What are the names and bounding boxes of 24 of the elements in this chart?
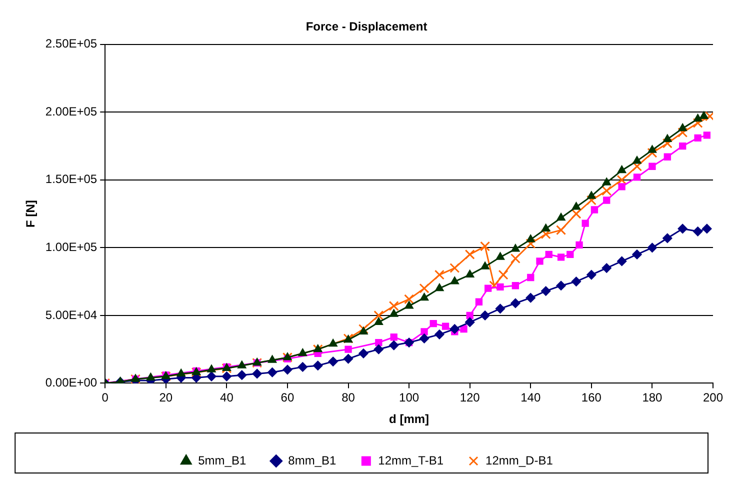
- y-tick-label: 1.00E+05: [45, 240, 98, 254]
- x-tick-label: 180: [642, 390, 663, 405]
- x-tick-label: 40: [220, 390, 234, 405]
- x-tick-label: 140: [520, 390, 541, 405]
- y-tick-label: 1.50E+05: [45, 172, 98, 186]
- legend-label: 12mm_D-B1: [486, 453, 554, 468]
- legend-label: 12mm_T-B1: [378, 453, 444, 468]
- x-axis-title: d [mm]: [389, 412, 430, 426]
- legend-label: 5mm_B1: [198, 453, 246, 468]
- y-tick-label: 2.00E+05: [45, 104, 98, 118]
- y-tick-label: 2.50E+05: [45, 36, 98, 51]
- y-axis-title: F [N]: [24, 200, 38, 228]
- legend-label: 8mm_B1: [288, 453, 336, 468]
- y-tick-label: 5.00E+04: [45, 308, 98, 322]
- x-tick-label: 0: [102, 390, 109, 405]
- x-tick-label: 200: [702, 390, 724, 405]
- x-tick-label: 160: [581, 390, 602, 405]
- x-tick-label: 20: [159, 390, 173, 405]
- x-tick-label: 100: [399, 390, 420, 405]
- x-tick-label: 120: [460, 390, 480, 405]
- y-tick-label: 0.00E+00: [45, 376, 98, 390]
- chart-title: Force - Displacement: [306, 20, 428, 34]
- x-tick-label: 60: [280, 390, 294, 405]
- x-tick-label: 80: [342, 390, 356, 405]
